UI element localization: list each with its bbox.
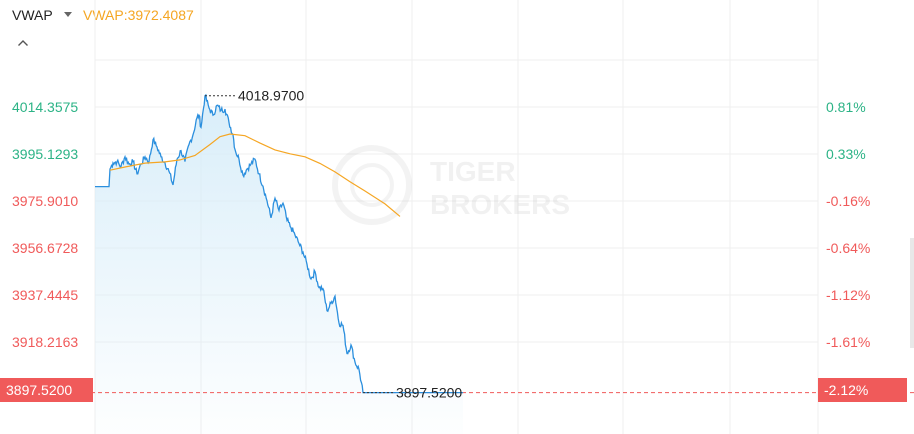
price-line	[95, 93, 463, 394]
y-axis-left-label: 4014.3575	[12, 99, 79, 115]
y-axis-right-label: -0.64%	[826, 240, 871, 256]
y-axis-left-label: 3956.6728	[12, 240, 79, 256]
watermark-text-2: BROKERS	[430, 189, 570, 220]
watermark-logo: TIGER BROKERS	[332, 145, 570, 225]
chevron-up-icon[interactable]	[17, 34, 29, 52]
y-axis-right-label: -1.12%	[826, 287, 871, 303]
indicator-value: VWAP:3972.4087	[83, 7, 194, 23]
watermark-text-1: TIGER	[430, 156, 516, 187]
current-pct-badge: -2.12%	[818, 378, 907, 402]
y-axis-left-label: 3918.2163	[12, 334, 79, 350]
current-price-badge: 3897.5200	[0, 378, 93, 402]
y-axis-left-label: 3995.1293	[12, 146, 79, 162]
vwap-line	[109, 133, 401, 217]
low-label: 3897.5200	[396, 385, 462, 401]
y-axis-right-label: 0.81%	[826, 99, 866, 115]
y-axis-right-label: -0.16%	[826, 193, 871, 209]
current-pct-text: -2.12%	[824, 382, 869, 398]
current-price-text: 3897.5200	[6, 382, 73, 398]
indicator-name[interactable]: VWAP	[12, 7, 53, 23]
y-axis-left-label: 3975.9010	[12, 193, 79, 209]
caret-down-icon[interactable]	[64, 12, 72, 17]
side-scroll-handle[interactable]	[910, 238, 914, 348]
y-axis-right-label: 0.33%	[826, 146, 866, 162]
y-axis-right-label: -1.61%	[826, 334, 871, 350]
indicator-toolbar: VWAP VWAP:3972.4087	[0, 0, 914, 30]
y-axis-left-label: 3937.4445	[12, 287, 79, 303]
price-area-fill	[95, 95, 463, 434]
high-label: 4018.9700	[238, 88, 304, 104]
